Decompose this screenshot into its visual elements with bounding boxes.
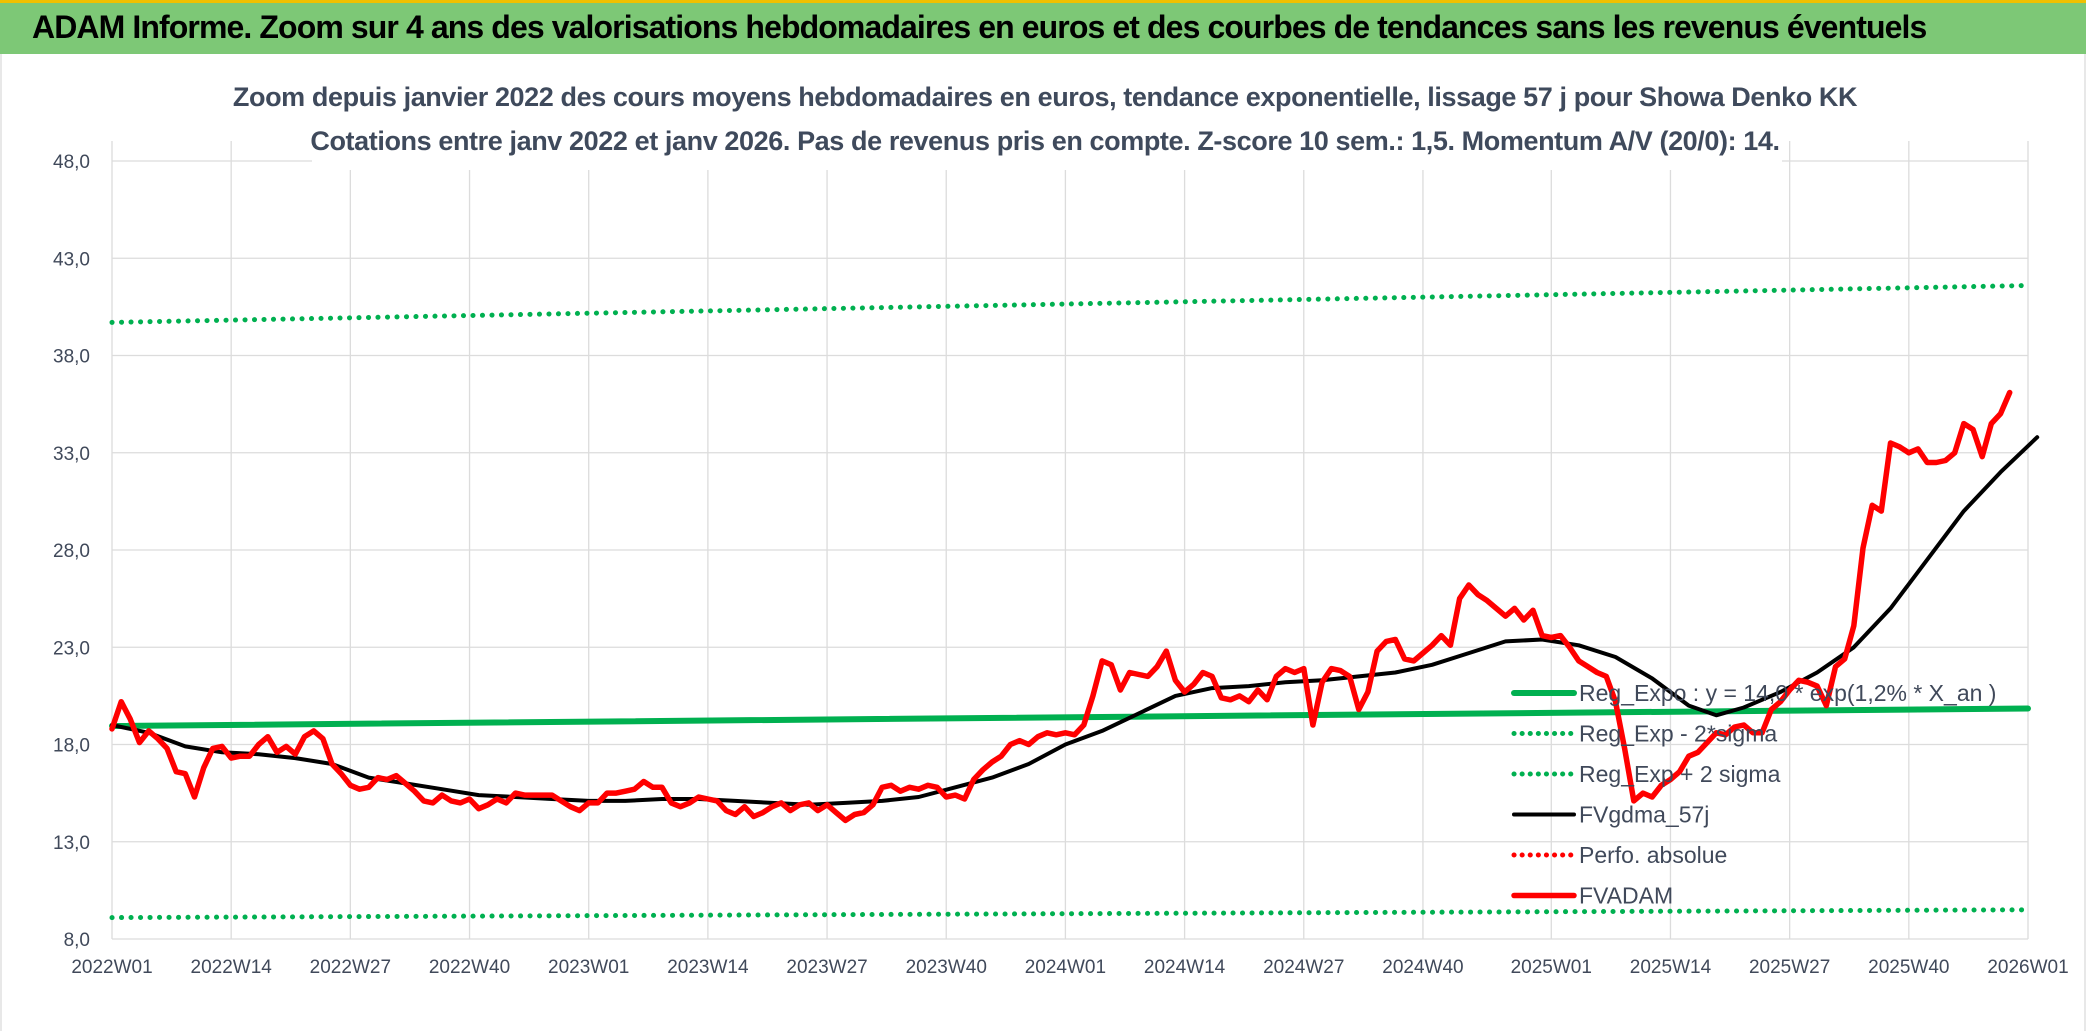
y-tick-label: 8,0: [64, 930, 90, 951]
x-tick-label: 2023W27: [786, 957, 867, 978]
series-line-5: [109, 389, 2013, 824]
x-tick-label: 2022W14: [191, 957, 273, 978]
legend-label-1: Reg_Exp - 2*sigma: [1579, 721, 1777, 747]
x-tick-label: 2024W14: [1144, 957, 1226, 978]
x-tick-label: 2025W40: [1868, 957, 1949, 978]
title-background: [312, 76, 1782, 170]
x-tick-label: 2023W14: [667, 957, 749, 978]
subtitle-backdrop: [312, 120, 1782, 170]
legend: Reg_Expo : y = 14,0 * exp(1,2% * X_an ) R…: [1511, 680, 1996, 909]
series-line-3: [110, 435, 2040, 807]
x-tick-label: 2025W01: [1511, 957, 1592, 978]
title-backdrop: [312, 76, 1782, 126]
y-tick-label: 48,0: [53, 152, 90, 173]
y-tick-label: 33,0: [53, 444, 90, 465]
legend-label-3: FVgdma_57j: [1579, 802, 1709, 828]
series-layer: [109, 283, 2040, 921]
series-line-1: [109, 907, 2031, 921]
legend-label-5: FVADAM: [1579, 883, 1673, 909]
chart-subtitle: Cotations entre janv 2022 et janv 2026. …: [310, 126, 1780, 156]
chart-title: Zoom depuis janvier 2022 des cours moyen…: [232, 82, 1858, 112]
report-banner: ADAM Informe. Zoom sur 4 ans des valoris…: [0, 0, 2086, 54]
x-tick-label: 2026W01: [1987, 957, 2068, 978]
legend-label-2: Reg_Exp + 2 sigma: [1579, 761, 1781, 787]
report-title: ADAM Informe. Zoom sur 4 ans des valoris…: [32, 9, 1927, 45]
legend-label-0: Reg_Expo : y = 14,0 * exp(1,2% * X_an ): [1579, 680, 1996, 706]
x-tick-label: 2025W27: [1749, 957, 1830, 978]
y-tick-label: 23,0: [53, 638, 90, 659]
chart-canvas: 8,0 13,0 18,0 23,0 28,0 33,0 38,0 43,0 48,0 2022W…: [53, 76, 2069, 978]
x-tick-label: 2022W40: [429, 957, 510, 978]
y-tick-label: 38,0: [53, 347, 90, 368]
x-tick-label: 2022W01: [71, 957, 152, 978]
x-tick-label: 2023W01: [548, 957, 629, 978]
y-tick-label: 43,0: [53, 249, 90, 270]
axis-labels: 8,0 13,0 18,0 23,0 28,0 33,0 38,0 43,0 48,0 2022W…: [53, 152, 2069, 978]
x-tick-label: 2024W27: [1263, 957, 1344, 978]
x-tick-label: 2024W01: [1025, 957, 1106, 978]
x-tick-label: 2022W27: [310, 957, 391, 978]
series-line-2: [109, 283, 2031, 325]
y-tick-label: 28,0: [53, 541, 90, 562]
x-tick-label: 2023W40: [906, 957, 987, 978]
grid-lines: [111, 141, 2029, 940]
y-tick-label: 13,0: [53, 833, 90, 854]
legend-label-4: Perfo. absolue: [1579, 842, 1727, 868]
chart-area: 8,0 13,0 18,0 23,0 28,0 33,0 38,0 43,0 48,0 2022W…: [0, 54, 2086, 1031]
x-tick-label: 2024W40: [1382, 957, 1463, 978]
y-tick-label: 18,0: [53, 736, 90, 757]
x-tick-label: 2025W14: [1630, 957, 1712, 978]
